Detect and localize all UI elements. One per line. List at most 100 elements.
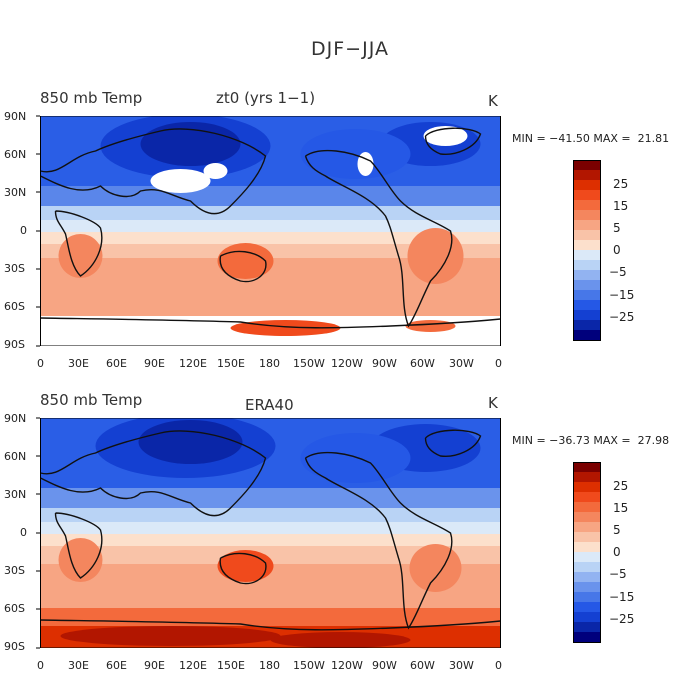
panel-1-colorbar-label: −5	[609, 265, 627, 279]
panel-1-case: zt0 (yrs 1−1)	[216, 89, 316, 107]
panel-1-lat-tick-0: 0	[20, 224, 27, 237]
panel-1-temperature-field	[40, 116, 501, 346]
panel-2-colorbar	[573, 462, 601, 643]
panel-2-colorbar-label: −5	[609, 567, 627, 581]
panel-2-map	[40, 418, 501, 648]
colorbar-cell	[573, 190, 601, 201]
figure-title: DJF−JJA	[311, 38, 389, 60]
colorbar-cell	[573, 522, 601, 533]
panel-1-lon-tick: 120W	[331, 357, 363, 370]
colorbar-cell	[573, 582, 601, 593]
panel-1-stats: MIN = −41.50 MAX = 21.81	[512, 132, 670, 145]
panel-1-map	[40, 116, 501, 346]
panel-2-lon-tick: 60W	[410, 659, 435, 672]
panel-1-lon-tick: 0	[37, 357, 44, 370]
panel-2-lat-tick-90S: 90S	[4, 640, 25, 653]
colorbar-cell	[573, 250, 601, 261]
colorbar-cell	[573, 330, 601, 341]
panel-1-lat-tick-60N: 60N	[4, 148, 27, 161]
panel-1-lon-tick: 30W	[449, 357, 474, 370]
colorbar-cell	[573, 260, 601, 271]
colorbar-cell	[573, 552, 601, 563]
panel-1-colorbar-label: 25	[613, 177, 629, 191]
panel-1-lon-tick: 60E	[106, 357, 127, 370]
panel-1-lon-tick: 150E	[217, 357, 245, 370]
colorbar-cell	[573, 622, 601, 633]
panel-2-colorbar-label: 25	[613, 479, 629, 493]
colorbar-cell	[573, 160, 601, 171]
colorbar-cell	[573, 592, 601, 603]
colorbar-cell	[573, 482, 601, 493]
colorbar-cell	[573, 602, 601, 613]
panel-2-colorbar-cells	[573, 462, 601, 643]
panel-2-variable: 850 mb Temp	[40, 391, 143, 409]
panel-2-colorbar-label: −25	[609, 612, 635, 626]
colorbar-cell	[573, 472, 601, 483]
panel-2-case: ERA40	[245, 396, 294, 414]
colorbar-cell	[573, 562, 601, 573]
panel-2-lat-tick-60N: 60N	[4, 450, 27, 463]
panel-2-lon-tick: 150E	[217, 659, 245, 672]
panel-1-lon-tick: 120E	[179, 357, 207, 370]
colorbar-cell	[573, 542, 601, 553]
colorbar-cell	[573, 170, 601, 181]
colorbar-cell	[573, 612, 601, 623]
colorbar-cell	[573, 240, 601, 251]
panel-1-lat-tick-90N: 90N	[4, 110, 27, 123]
panel-1-lon-tick: 180	[259, 357, 280, 370]
colorbar-cell	[573, 320, 601, 331]
panel-2-lon-tick: 30W	[449, 659, 474, 672]
panel-2-units: K	[488, 394, 498, 412]
panel-2-lat-tick-30S: 30S	[4, 564, 25, 577]
panel-2-temperature-field	[40, 418, 501, 648]
panel-1-lon-tick: 0	[495, 357, 502, 370]
colorbar-cell	[573, 512, 601, 523]
panel-1-lat-tick-30S: 30S	[4, 262, 25, 275]
panel-1-colorbar	[573, 160, 601, 341]
colorbar-cell	[573, 532, 601, 543]
panel-1-lon-tick: 90E	[144, 357, 165, 370]
colorbar-cell	[573, 180, 601, 191]
panel-2-colorbar-label: 15	[613, 501, 629, 515]
panel-2-colorbar-label: −15	[609, 590, 635, 604]
colorbar-cell	[573, 572, 601, 583]
colorbar-cell	[573, 300, 601, 311]
colorbar-cell	[573, 492, 601, 503]
colorbar-cell	[573, 230, 601, 241]
panel-2-lat-tick-60S: 60S	[4, 602, 25, 615]
panel-2-lon-tick: 90E	[144, 659, 165, 672]
panel-1-colorbar-cells	[573, 160, 601, 341]
panel-2-lon-tick: 180	[259, 659, 280, 672]
panel-1-colorbar-label: 5	[613, 221, 621, 235]
panel-2-lon-tick: 60E	[106, 659, 127, 672]
panel-1-colorbar-label: −25	[609, 310, 635, 324]
colorbar-cell	[573, 462, 601, 473]
panel-1-lat-tick-60S: 60S	[4, 300, 25, 313]
panel-1-variable: 850 mb Temp	[40, 89, 143, 107]
panel-2-lon-tick: 0	[495, 659, 502, 672]
panel-2-stats: MIN = −36.73 MAX = 27.98	[512, 434, 670, 447]
panel-2-lon-tick: 90W	[372, 659, 397, 672]
colorbar-cell	[573, 502, 601, 513]
panel-2-lat-tick-30N: 30N	[4, 488, 27, 501]
panel-2-colorbar-label: 5	[613, 523, 621, 537]
panel-1-lon-tick: 60W	[410, 357, 435, 370]
panel-2-lon-tick: 150W	[293, 659, 325, 672]
panel-1-lon-tick: 30E	[68, 357, 89, 370]
panel-1-colorbar-label: 15	[613, 199, 629, 213]
colorbar-cell	[573, 632, 601, 643]
panel-2-lat-tick-90N: 90N	[4, 412, 27, 425]
panel-1-lat-tick-90S: 90S	[4, 338, 25, 351]
panel-2-coastlines	[40, 429, 501, 631]
panel-1-lon-tick: 90W	[372, 357, 397, 370]
panel-1-tickmarks	[36, 115, 40, 347]
panel-1-lon-tick: 150W	[293, 357, 325, 370]
panel-1-colorbar-label: −15	[609, 288, 635, 302]
panel-1-colorbar-label: 0	[613, 243, 621, 257]
colorbar-cell	[573, 200, 601, 211]
colorbar-cell	[573, 220, 601, 231]
panel-2-tickmarks	[36, 417, 40, 649]
colorbar-cell	[573, 270, 601, 281]
panel-2-lon-tick: 30E	[68, 659, 89, 672]
colorbar-cell	[573, 310, 601, 321]
